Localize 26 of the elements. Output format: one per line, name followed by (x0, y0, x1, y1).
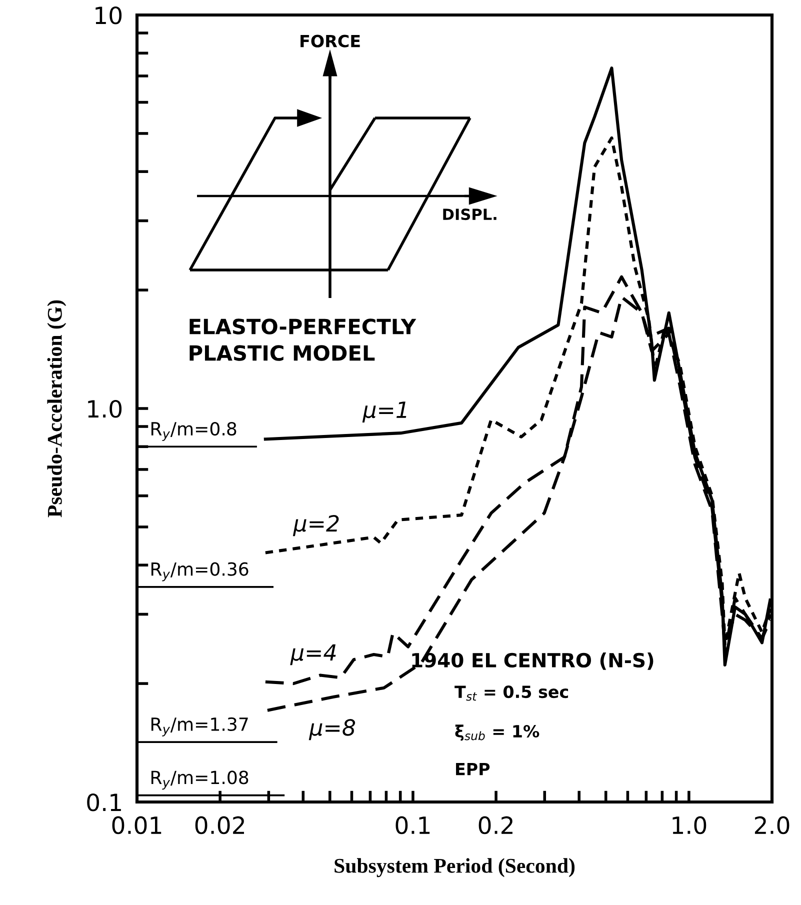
x-tick-label: 0.2 (478, 816, 512, 834)
series-label: μ=2 (292, 514, 339, 536)
annotation: R$_{y}$/m=0.36 (151, 562, 248, 582)
annotation: R$_{y}$/m=0.8 (151, 422, 236, 441)
annotation: FORCE (300, 34, 360, 48)
x-axis-title: Subsystem Period (Second) (334, 858, 575, 878)
series-label: μ=1 (362, 402, 406, 422)
annotation: EPP (456, 762, 490, 776)
y-axis-title: Pseudo-Acceleration (G) (47, 300, 66, 518)
series-label: μ=4 (290, 644, 336, 666)
annotation: ELASTO-PERFECTLY PLASTIC MODEL (190, 318, 416, 361)
x-tick-label: 0.02 (195, 816, 244, 834)
y-tick-label: 0.1 (87, 793, 121, 812)
annotation: DISPL. (443, 208, 496, 220)
y-tick-label: 10 (96, 6, 122, 24)
annotation: R$_{y}$/m=1.37 (151, 717, 248, 736)
x-tick-label: 2.0 (754, 816, 790, 834)
x-tick-label: 1.0 (672, 816, 706, 834)
annotation: ξ$_{sub}$ = 1% (455, 724, 540, 741)
x-tick-label: 0.1 (396, 816, 430, 834)
x-tick-label: 0.01 (112, 816, 162, 834)
y-tick-label: 1.0 (88, 400, 122, 418)
series-label: μ=8 (308, 719, 356, 740)
annotation: T$_{st}$ = 0.5 sec (454, 685, 568, 701)
annotation: R$_{y}$/m=1.08 (151, 770, 248, 790)
annotation: 1940 EL CENTRO (N-S) (412, 652, 654, 670)
